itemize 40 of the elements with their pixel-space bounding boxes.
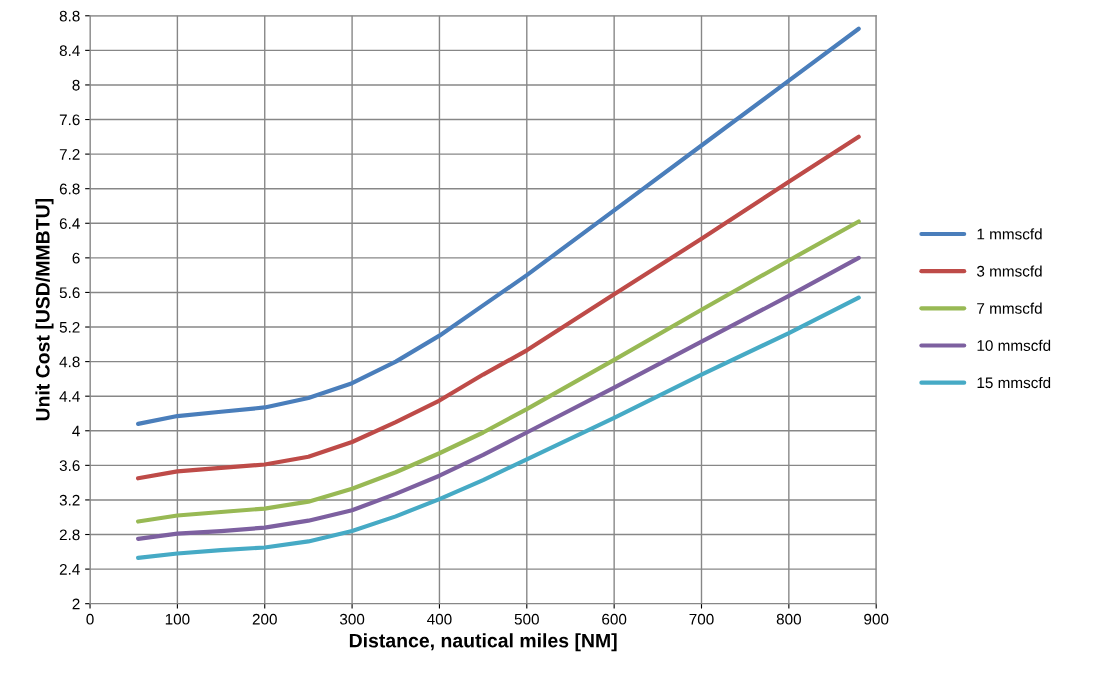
x-tick-label: 600 xyxy=(602,613,627,625)
y-tick-label: 8 xyxy=(72,79,80,91)
legend-label: 10 mmscfd xyxy=(977,339,1051,351)
line-series xyxy=(135,219,861,524)
y-tick-label: 4.8 xyxy=(59,356,80,368)
y-tick-label: 2 xyxy=(72,598,80,610)
y-tick-label: 6.8 xyxy=(59,183,80,195)
y-tick-label: 2.4 xyxy=(59,563,80,575)
line-series xyxy=(135,134,861,481)
y-tick-label: 6.4 xyxy=(59,218,80,229)
x-tick-label: 700 xyxy=(689,613,714,625)
line-series xyxy=(135,255,861,541)
line-series xyxy=(135,295,861,560)
y-tick-label: 5.6 xyxy=(59,287,80,299)
y-tick-label: 3.6 xyxy=(59,460,80,472)
y-axis-title: Unit Cost [USD/MMBTU] xyxy=(35,199,54,421)
y-tick-label: 2.8 xyxy=(59,529,80,541)
legend-label: 3 mmscfd xyxy=(976,265,1042,277)
x-tick-label: 800 xyxy=(776,613,801,625)
y-tick-label: 8.8 xyxy=(59,10,80,22)
y-tick-label: 8.4 xyxy=(59,45,80,57)
x-tick-label: 0 xyxy=(86,613,94,625)
legend-label: 1 mmscfd xyxy=(977,228,1042,240)
y-tick-label: 5.2 xyxy=(59,321,80,333)
y-tick-label: 6 xyxy=(72,252,80,264)
x-tick-label: 500 xyxy=(514,613,539,625)
x-tick-label: 200 xyxy=(252,613,277,625)
y-tick-label: 7.6 xyxy=(59,114,80,126)
x-tick-label: 300 xyxy=(339,613,365,625)
y-tick-label: 3.2 xyxy=(59,494,80,506)
legend-label: 15 mmscfd xyxy=(977,376,1051,389)
legend-label: 7 mmscfd xyxy=(977,302,1042,314)
line-series xyxy=(135,26,861,426)
y-tick-label: 4 xyxy=(72,425,80,437)
x-tick-label: 100 xyxy=(165,613,190,625)
x-tick-label: 400 xyxy=(427,613,452,625)
x-tick-label: 900 xyxy=(864,613,889,625)
y-tick-label: 4.4 xyxy=(59,391,80,402)
y-tick-label: 7.2 xyxy=(59,148,80,160)
x-axis-title: Distance, nautical miles [NM] xyxy=(349,633,617,652)
